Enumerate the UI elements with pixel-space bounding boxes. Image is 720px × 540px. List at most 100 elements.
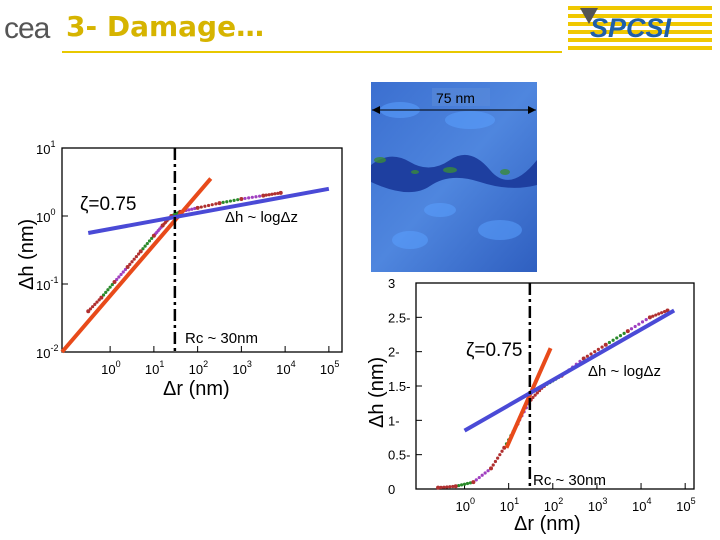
left-data-point xyxy=(115,277,119,282)
chart-left-rc-label: Rc ~ 30nm xyxy=(185,330,258,347)
left-data-point xyxy=(147,239,152,243)
left-x-tick-exp: 5 xyxy=(334,359,339,369)
left-data-point xyxy=(93,302,97,306)
left-data-point xyxy=(104,290,108,294)
right-x-tick-label: 102 xyxy=(544,496,563,514)
right-data-point xyxy=(629,327,634,331)
left-data-point xyxy=(199,205,203,209)
left-data-point xyxy=(108,285,112,289)
left-data-point xyxy=(258,194,262,198)
left-x-tick-exp: 2 xyxy=(203,359,208,369)
right-y-tick-label: 1.5- xyxy=(388,379,410,394)
right-data-point xyxy=(451,484,455,489)
left-data-point xyxy=(119,272,123,277)
right-y-tick-label: 3 xyxy=(388,276,395,291)
right-data-point xyxy=(589,352,593,356)
right-data-point xyxy=(500,449,504,453)
left-data-point xyxy=(232,198,236,202)
right-data-point xyxy=(474,478,478,482)
right-data-point xyxy=(486,469,490,473)
left-y-tick-exp: 0 xyxy=(50,207,55,217)
right-data-point xyxy=(483,471,487,475)
right-data-point xyxy=(457,483,461,488)
left-data-point xyxy=(228,199,233,203)
left-data-point xyxy=(97,298,101,302)
left-data-point xyxy=(130,260,134,264)
title-underline xyxy=(62,51,562,53)
right-data-point xyxy=(468,481,473,485)
right-data-point xyxy=(660,311,664,315)
right-data-point xyxy=(618,334,623,338)
chart-right-loglaw-label: Δh ~ logΔz xyxy=(588,363,661,380)
right-x-tick-label: 101 xyxy=(500,496,519,514)
crack-front xyxy=(371,154,537,193)
left-data-point xyxy=(138,249,143,254)
left-data-point xyxy=(210,203,214,207)
chart-left-zeta-label: ζ=0.75 xyxy=(80,194,136,215)
chart-right-data xyxy=(436,308,670,490)
left-data-point xyxy=(195,205,200,210)
right-data-point xyxy=(654,313,658,317)
right-data-point xyxy=(535,391,539,395)
right-y-tick-label: 2- xyxy=(388,345,400,360)
chart-left-frame xyxy=(61,147,343,353)
right-data-point xyxy=(533,393,537,397)
left-data-point xyxy=(110,282,114,287)
chart-right-rc-label: Rc ~ 30nm xyxy=(533,472,606,489)
right-data-point xyxy=(531,395,535,400)
left-data-point xyxy=(132,257,136,261)
right-data-point xyxy=(445,485,449,489)
left-data-point xyxy=(134,254,138,259)
left-data-point xyxy=(276,191,280,195)
left-data-point xyxy=(99,295,104,300)
chart-right-xlabel: Δr (nm) xyxy=(514,513,581,535)
right-x-tick-exp: 5 xyxy=(691,496,696,506)
left-data-point xyxy=(203,204,207,208)
left-x-tick-exp: 3 xyxy=(247,359,252,369)
left-data-point xyxy=(187,208,191,212)
left-y-tick-exp: -1 xyxy=(50,275,58,285)
left-data-point xyxy=(236,198,240,202)
left-data-point xyxy=(225,200,229,204)
right-data-point xyxy=(453,484,458,489)
left-data-point xyxy=(267,193,271,197)
left-data-point xyxy=(160,223,165,228)
left-data-point xyxy=(91,305,95,309)
chart-right-log-fit xyxy=(463,308,676,433)
right-data-point xyxy=(436,485,441,490)
right-data-point xyxy=(640,320,645,324)
right-data-point xyxy=(459,483,464,487)
left-x-tick-exp: 4 xyxy=(291,359,296,369)
left-data-point xyxy=(261,193,266,198)
right-x-tick-exp: 1 xyxy=(514,496,519,506)
left-data-point xyxy=(112,279,117,284)
right-data-point xyxy=(465,481,470,486)
right-y-tick-label: 2.5- xyxy=(388,310,410,325)
left-data-point xyxy=(117,275,121,279)
right-x-tick-exp: 3 xyxy=(602,496,607,506)
left-data-point xyxy=(106,288,110,292)
left-data-point xyxy=(206,203,211,208)
left-data-point xyxy=(128,262,132,266)
left-data-point xyxy=(141,247,145,251)
right-data-point xyxy=(657,312,661,316)
left-data-point xyxy=(88,307,93,311)
right-data-point xyxy=(493,459,498,464)
right-data-point xyxy=(439,485,443,489)
right-data-point xyxy=(611,338,615,342)
chart-right-zeta-label: ζ=0.75 xyxy=(466,340,522,361)
left-data-point xyxy=(136,252,141,256)
right-data-point xyxy=(477,475,481,480)
right-data-point xyxy=(637,322,641,326)
left-data-point xyxy=(95,300,99,304)
right-data-point xyxy=(644,318,648,322)
right-data-point xyxy=(442,485,446,489)
chart-right-frame xyxy=(415,282,695,490)
chart-right-ylabel: Δh (nm) xyxy=(366,357,388,428)
right-data-point xyxy=(480,473,484,477)
left-data-point xyxy=(150,236,154,240)
left-data-point xyxy=(101,293,106,297)
right-x-tick-label: 104 xyxy=(632,496,651,514)
